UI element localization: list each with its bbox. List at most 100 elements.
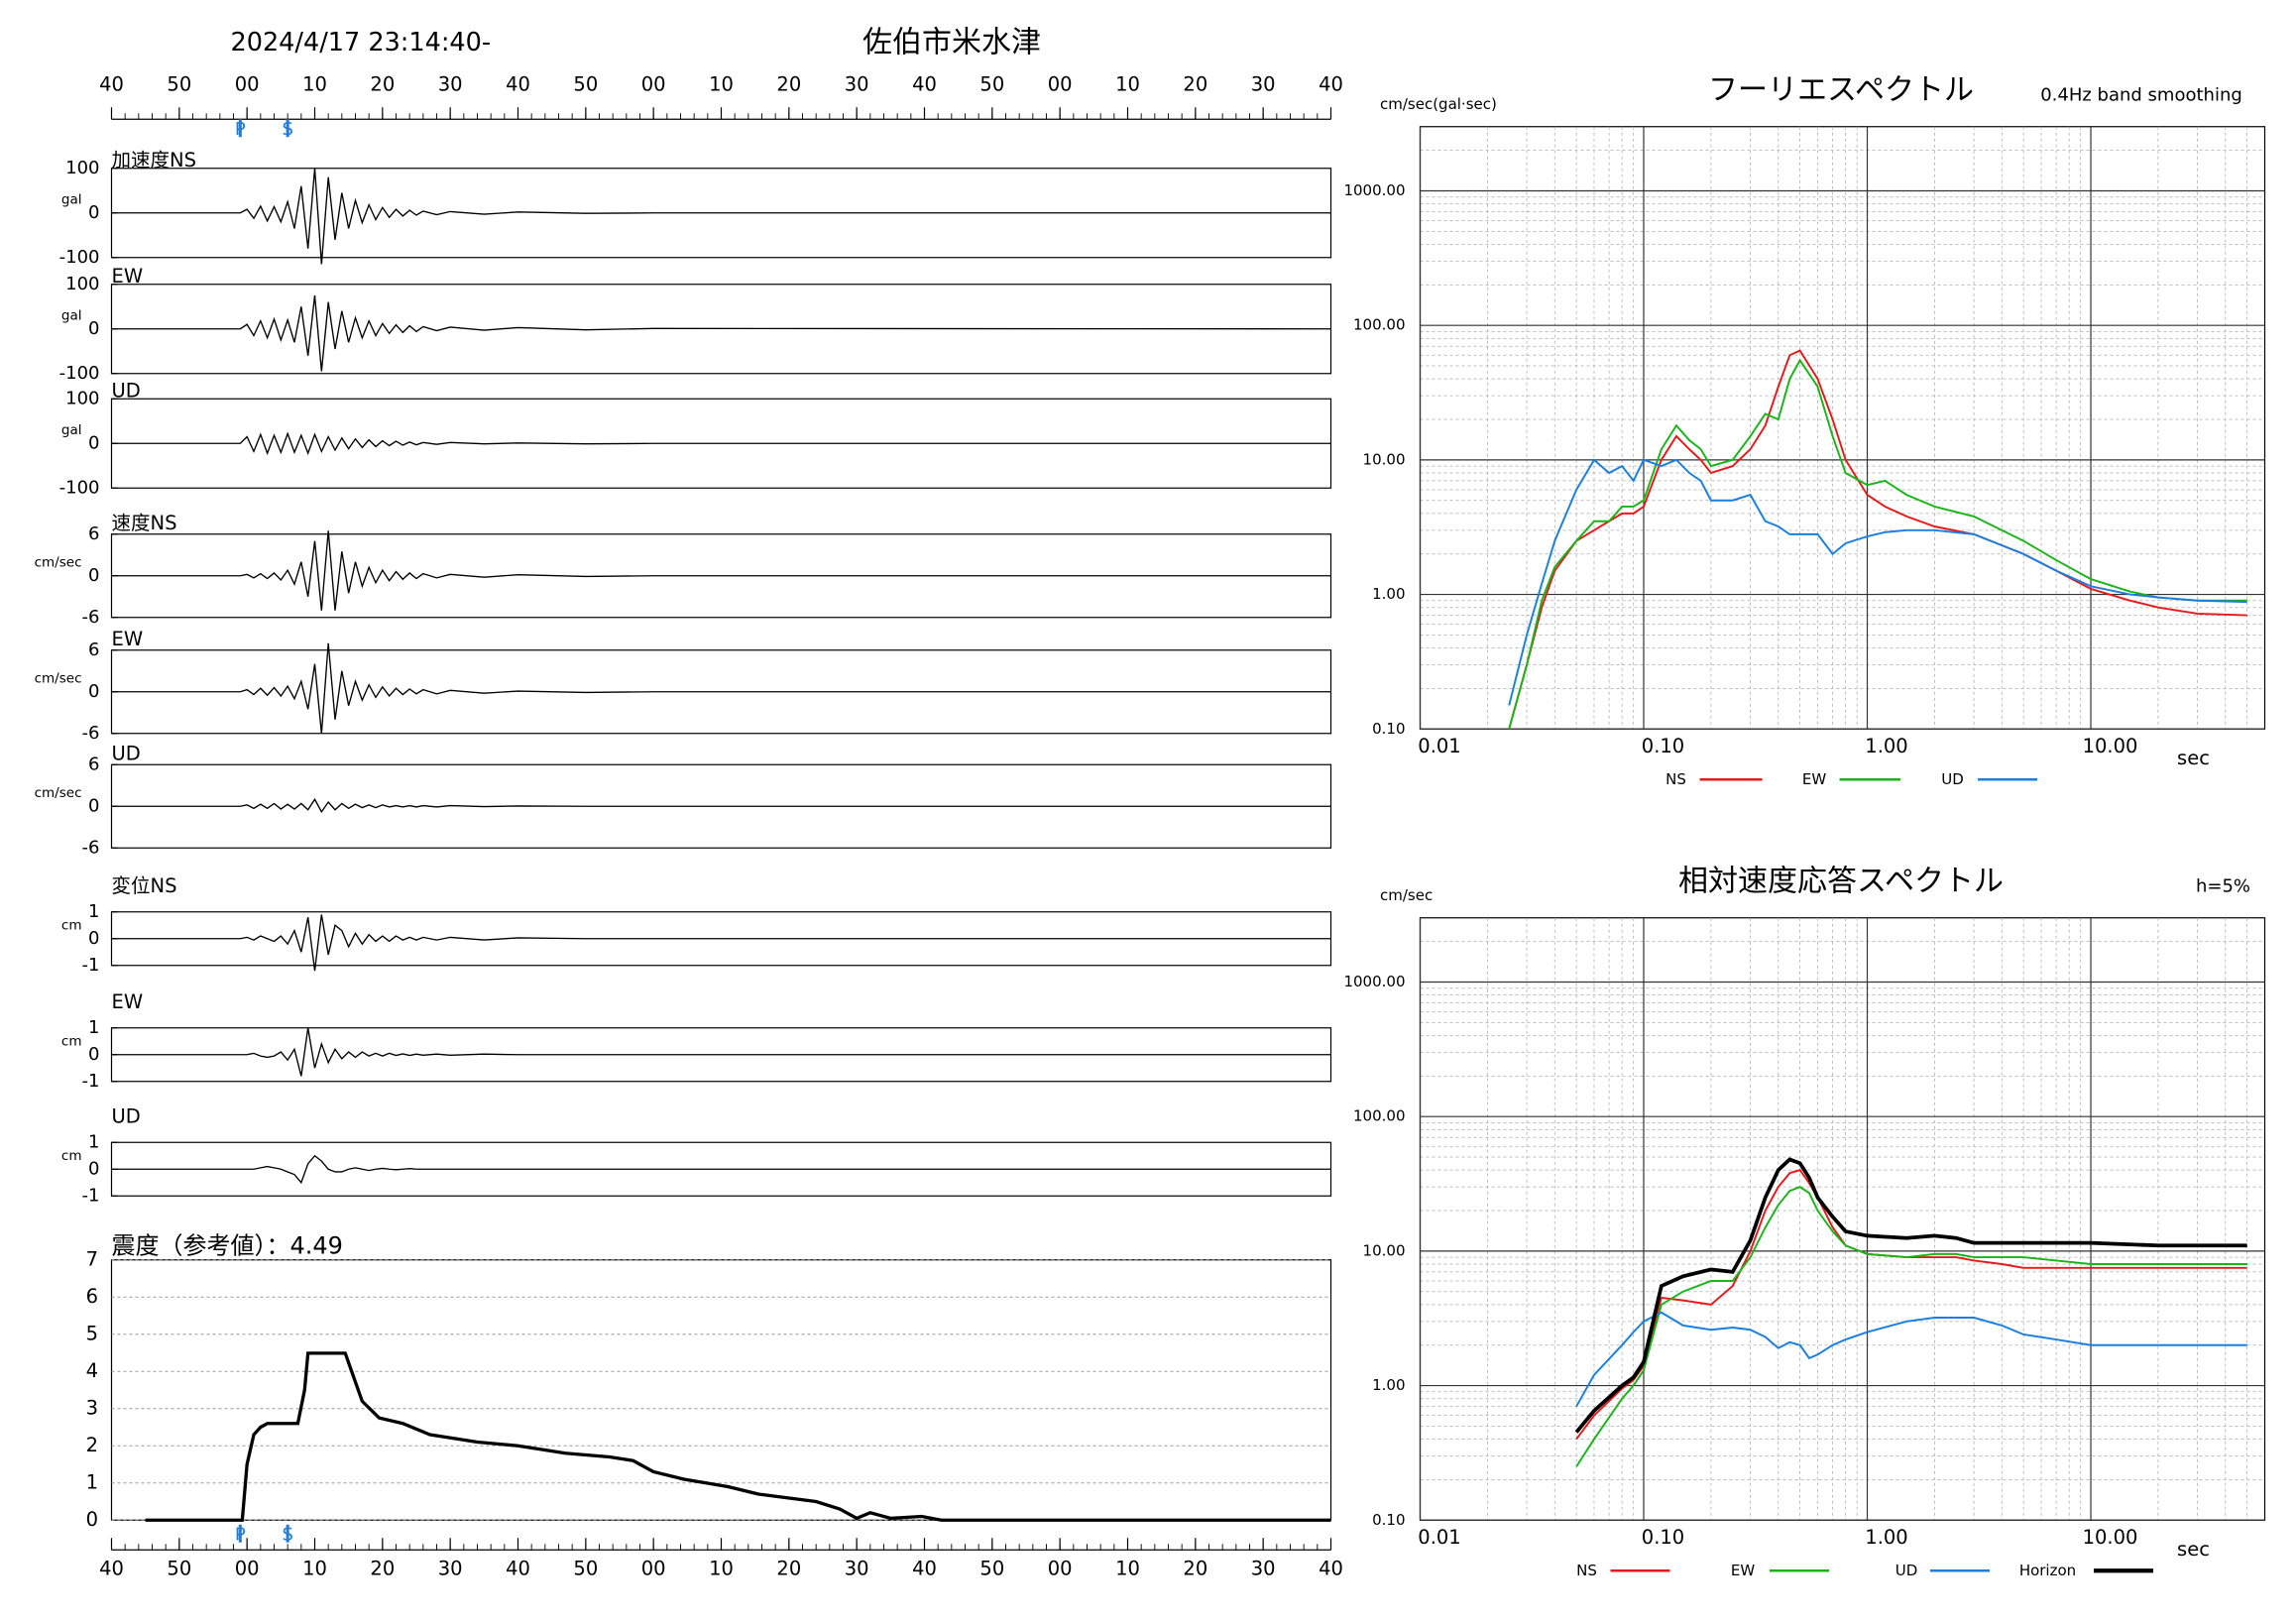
legend-label: NS — [1576, 1562, 1597, 1579]
x-tick-label: 40 — [912, 72, 937, 95]
y-tick-label: 3 — [86, 1396, 98, 1419]
spectrum-title: 相対速度応答スペクトル — [1678, 864, 2004, 898]
y-tick-label: 0.10 — [1372, 1511, 1405, 1529]
x-tick-label: 40 — [1319, 1557, 1343, 1579]
y-tick-label: 6 — [88, 639, 99, 660]
spectrum-line — [1575, 1169, 2247, 1441]
x-tick-label: 0.10 — [1642, 1526, 1684, 1549]
y-tick-label: 6 — [88, 754, 99, 774]
phase-label: S — [282, 1524, 292, 1545]
y-tick-label: -6 — [82, 607, 100, 628]
x-tick-label: 1.00 — [1865, 1526, 1907, 1549]
y-axis-label: cm/sec — [1380, 886, 1433, 904]
y-tick-label: -1 — [82, 1071, 100, 1092]
panel-name: 加速度NS — [112, 149, 196, 172]
x-tick-label: 50 — [573, 1557, 598, 1579]
panel-name: 速度NS — [112, 512, 177, 534]
x-tick-label: 00 — [235, 72, 260, 95]
minor-grid — [1420, 126, 2265, 730]
y-axis-label: cm/sec(gal·sec) — [1380, 95, 1497, 113]
panel-name: UD — [112, 379, 141, 402]
y-tick-label: 7 — [86, 1247, 98, 1270]
x-tick-label: 10 — [1115, 72, 1140, 95]
y-tick-label: 1.00 — [1372, 585, 1405, 603]
phase-label: P — [235, 119, 246, 140]
y-tick-label: 0 — [88, 1044, 99, 1065]
spectrum-title: フーリエスペクトル — [1708, 72, 1974, 107]
x-tick-label: 00 — [1048, 1557, 1073, 1579]
y-tick-label: 5 — [86, 1322, 98, 1344]
unit-label: cm/sec — [35, 785, 82, 801]
panel-name: EW — [112, 990, 144, 1013]
y-tick-label: 0 — [88, 795, 99, 816]
unit-label: cm — [61, 1033, 82, 1049]
panel-name: EW — [112, 628, 144, 650]
x-tick-label: 10 — [709, 72, 734, 95]
unit-label: gal — [61, 422, 82, 438]
y-tick-label: -1 — [82, 955, 100, 976]
x-tick-label: 30 — [1251, 72, 1276, 95]
waveform — [111, 168, 1331, 265]
x-tick-label: 00 — [235, 1557, 260, 1579]
y-tick-label: 0 — [88, 928, 99, 949]
spectrum-line — [1508, 358, 2247, 730]
x-tick-label: 0.10 — [1642, 735, 1684, 757]
y-tick-label: -100 — [59, 477, 100, 498]
x-tick-label: 30 — [845, 1557, 869, 1579]
x-tick-label: 10 — [302, 1557, 327, 1579]
x-tick-label: 10.00 — [2083, 1526, 2138, 1549]
y-tick-label: -1 — [82, 1185, 100, 1206]
y-tick-label: 1000.00 — [1343, 181, 1405, 199]
y-tick-label: 4 — [86, 1359, 98, 1382]
y-tick-label: 0 — [86, 1508, 98, 1531]
legend-label: NS — [1665, 770, 1686, 788]
panel-name: UD — [112, 1104, 141, 1127]
y-tick-label: 10.00 — [1363, 1241, 1406, 1259]
waveform — [111, 431, 1331, 456]
legend-label: UD — [1941, 770, 1964, 788]
x-tick-label: 40 — [99, 72, 124, 95]
waveform — [111, 1154, 1331, 1185]
x-tick-label: 50 — [979, 1557, 1004, 1579]
x-tick-label: 40 — [912, 1557, 937, 1579]
plot-frame — [1419, 917, 2266, 1521]
x-tick-label: 30 — [438, 72, 463, 95]
y-tick-label: 0 — [88, 681, 99, 702]
y-tick-label: 1 — [86, 1470, 98, 1493]
x-tick-label: 20 — [370, 72, 395, 95]
x-tick-label: 20 — [776, 1557, 801, 1579]
waveform-title: 2024/4/17 23:14:40- — [231, 28, 492, 58]
x-tick-label: 20 — [1183, 1557, 1207, 1579]
phase-label: S — [282, 119, 292, 140]
station-name: 佐伯市米水津 — [862, 25, 1041, 59]
x-tick-label: 0.01 — [1418, 1526, 1460, 1549]
intensity-title: 震度（参考値）：4.49 — [112, 1231, 343, 1259]
y-tick-label: 100 — [65, 274, 99, 294]
x-tick-label: 1.00 — [1865, 735, 1907, 757]
x-tick-label: 50 — [573, 72, 598, 95]
y-tick-label: 0 — [88, 202, 99, 223]
x-tick-label: 10.00 — [2083, 735, 2138, 757]
y-tick-label: -100 — [59, 363, 100, 384]
legend-label: Horizon — [2019, 1562, 2076, 1579]
x-tick-label: 00 — [1048, 72, 1073, 95]
x-tick-label: 40 — [506, 1557, 530, 1579]
spectrum-line — [1575, 1186, 2247, 1467]
x-tick-label: 30 — [1251, 1557, 1276, 1579]
unit-label: gal — [61, 307, 82, 323]
y-tick-label: 0.10 — [1372, 720, 1405, 738]
y-tick-label: 100 — [65, 388, 99, 408]
unit-label: gal — [61, 191, 82, 207]
x-axis-unit: sec — [2177, 1538, 2210, 1561]
y-tick-label: 0 — [88, 318, 99, 339]
spectrum-note: 0.4Hz band smoothing — [2040, 84, 2242, 105]
minor-grid — [1420, 917, 2265, 1521]
y-tick-label: 6 — [88, 523, 99, 544]
legend-label: EW — [1802, 770, 1826, 788]
waveform — [111, 914, 1331, 972]
waveform — [111, 530, 1331, 611]
y-tick-label: 2 — [86, 1434, 98, 1456]
phase-label: P — [235, 1524, 246, 1545]
unit-label: cm/sec — [35, 670, 82, 686]
